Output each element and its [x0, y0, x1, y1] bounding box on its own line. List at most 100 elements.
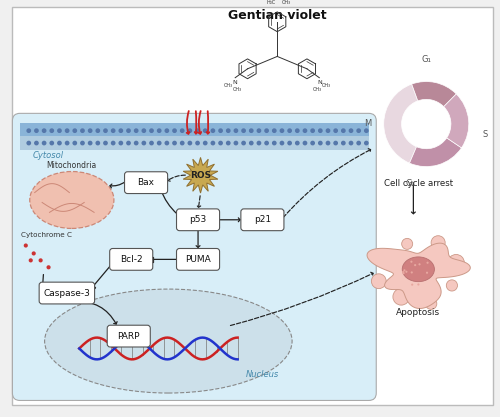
- Circle shape: [164, 141, 169, 146]
- FancyBboxPatch shape: [176, 249, 220, 270]
- Circle shape: [402, 272, 404, 274]
- Circle shape: [256, 141, 262, 146]
- Text: p21: p21: [254, 215, 271, 224]
- Circle shape: [326, 128, 330, 133]
- Circle shape: [42, 141, 46, 146]
- Circle shape: [142, 141, 146, 146]
- Circle shape: [188, 141, 192, 146]
- Text: Caspase-3: Caspase-3: [44, 289, 90, 298]
- Circle shape: [310, 128, 315, 133]
- Circle shape: [280, 141, 284, 146]
- Circle shape: [88, 128, 92, 133]
- Circle shape: [103, 128, 108, 133]
- Circle shape: [26, 128, 31, 133]
- Circle shape: [410, 261, 412, 263]
- Circle shape: [348, 128, 354, 133]
- Circle shape: [446, 280, 458, 291]
- Circle shape: [234, 128, 238, 133]
- Circle shape: [264, 128, 269, 133]
- Text: CH₃: CH₃: [282, 0, 290, 5]
- Circle shape: [210, 128, 216, 133]
- Circle shape: [411, 284, 414, 286]
- Circle shape: [172, 128, 177, 133]
- Circle shape: [341, 141, 345, 146]
- Circle shape: [149, 141, 154, 146]
- Circle shape: [172, 141, 177, 146]
- Ellipse shape: [402, 257, 434, 281]
- Circle shape: [402, 239, 412, 249]
- FancyBboxPatch shape: [12, 8, 492, 405]
- Circle shape: [249, 128, 254, 133]
- FancyBboxPatch shape: [107, 325, 150, 347]
- Circle shape: [272, 141, 276, 146]
- Circle shape: [210, 141, 216, 146]
- Circle shape: [126, 141, 131, 146]
- Circle shape: [118, 128, 123, 133]
- Circle shape: [218, 141, 223, 146]
- Circle shape: [364, 141, 368, 146]
- Circle shape: [57, 128, 62, 133]
- Circle shape: [410, 271, 413, 274]
- Circle shape: [88, 141, 92, 146]
- Circle shape: [302, 141, 308, 146]
- Circle shape: [414, 264, 416, 266]
- Circle shape: [180, 141, 184, 146]
- FancyBboxPatch shape: [124, 172, 168, 193]
- Circle shape: [241, 128, 246, 133]
- Circle shape: [334, 141, 338, 146]
- Wedge shape: [444, 94, 469, 148]
- Circle shape: [372, 274, 386, 289]
- Circle shape: [418, 263, 420, 265]
- Circle shape: [234, 141, 238, 146]
- Text: S: S: [482, 130, 488, 139]
- Text: p53: p53: [190, 215, 206, 224]
- Circle shape: [241, 141, 246, 146]
- Text: CH₃: CH₃: [322, 83, 331, 88]
- Text: Mitochondria: Mitochondria: [46, 161, 97, 170]
- Circle shape: [180, 128, 184, 133]
- Circle shape: [302, 128, 308, 133]
- Circle shape: [126, 128, 131, 133]
- Circle shape: [34, 141, 39, 146]
- Text: Gentian violet: Gentian violet: [228, 9, 326, 22]
- Circle shape: [318, 128, 322, 133]
- Circle shape: [203, 128, 207, 133]
- Circle shape: [28, 258, 33, 262]
- Circle shape: [341, 128, 345, 133]
- Circle shape: [226, 141, 230, 146]
- Text: Bax: Bax: [138, 178, 154, 187]
- Circle shape: [96, 141, 100, 146]
- Text: PARP: PARP: [118, 332, 140, 341]
- Text: G₁: G₁: [422, 55, 431, 64]
- Bar: [20, 123, 369, 138]
- Circle shape: [426, 298, 437, 309]
- Circle shape: [142, 128, 146, 133]
- Circle shape: [111, 128, 116, 133]
- Circle shape: [34, 128, 39, 133]
- Circle shape: [134, 128, 138, 133]
- Circle shape: [203, 141, 207, 146]
- Ellipse shape: [30, 171, 114, 229]
- Circle shape: [64, 128, 70, 133]
- Circle shape: [80, 128, 85, 133]
- Circle shape: [418, 284, 420, 286]
- Circle shape: [256, 128, 262, 133]
- Circle shape: [195, 141, 200, 146]
- Circle shape: [42, 128, 46, 133]
- Circle shape: [226, 128, 230, 133]
- Circle shape: [96, 128, 100, 133]
- Text: Cytochrome C: Cytochrome C: [21, 232, 72, 238]
- Circle shape: [149, 128, 154, 133]
- Bar: [20, 136, 369, 151]
- Text: G₂: G₂: [406, 179, 415, 188]
- Ellipse shape: [44, 289, 292, 393]
- Circle shape: [431, 236, 445, 250]
- Circle shape: [402, 271, 404, 273]
- Circle shape: [103, 141, 108, 146]
- Text: H₃C: H₃C: [266, 0, 276, 5]
- Circle shape: [38, 258, 42, 262]
- Circle shape: [164, 128, 169, 133]
- Circle shape: [334, 128, 338, 133]
- Circle shape: [72, 141, 77, 146]
- Circle shape: [57, 141, 62, 146]
